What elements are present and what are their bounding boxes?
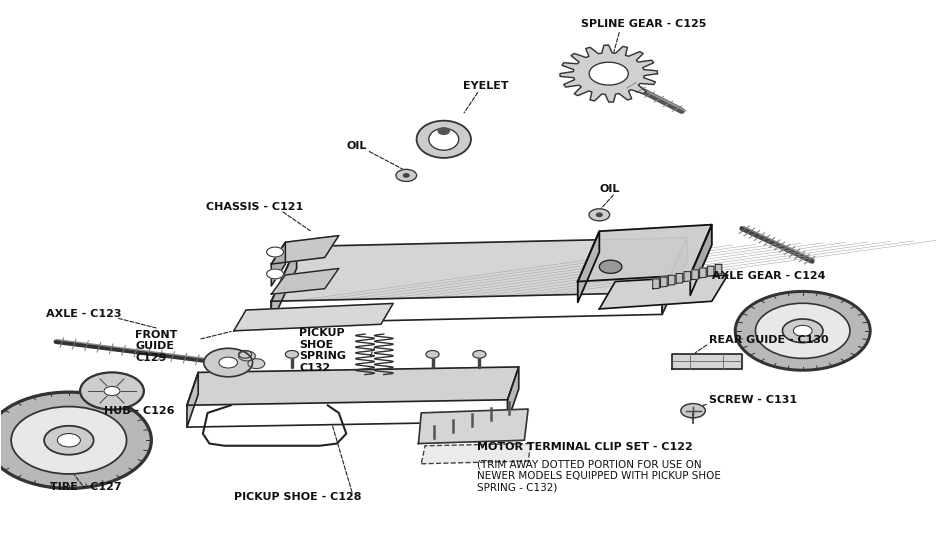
Polygon shape [272, 246, 297, 323]
Polygon shape [668, 276, 675, 285]
Polygon shape [676, 273, 682, 283]
Circle shape [248, 359, 265, 369]
Polygon shape [578, 231, 600, 302]
Polygon shape [272, 268, 338, 294]
Circle shape [0, 392, 151, 488]
Polygon shape [708, 266, 714, 276]
Text: OIL: OIL [346, 141, 367, 151]
Polygon shape [421, 443, 531, 464]
Polygon shape [671, 354, 742, 369]
Text: AXLE GEAR - C124: AXLE GEAR - C124 [712, 271, 825, 281]
Circle shape [219, 357, 238, 368]
Text: HUB - C126: HUB - C126 [104, 406, 175, 416]
Text: PICKUP SHOE - C128: PICKUP SHOE - C128 [234, 492, 361, 502]
Circle shape [426, 350, 439, 358]
Polygon shape [661, 277, 667, 287]
Text: AXLE - C123: AXLE - C123 [46, 310, 122, 320]
Text: PICKUP
SHOE
SPRING
C132: PICKUP SHOE SPRING C132 [300, 328, 347, 373]
Text: TIRE - C127: TIRE - C127 [50, 482, 122, 492]
Text: OIL: OIL [600, 184, 619, 194]
Ellipse shape [429, 128, 459, 150]
Polygon shape [272, 238, 687, 301]
Circle shape [286, 350, 299, 358]
Polygon shape [418, 409, 528, 443]
Polygon shape [187, 372, 198, 427]
Polygon shape [699, 268, 706, 278]
Polygon shape [187, 367, 519, 405]
Text: SCREW - C131: SCREW - C131 [709, 395, 797, 405]
Polygon shape [508, 367, 519, 422]
Polygon shape [560, 45, 657, 102]
Circle shape [104, 386, 120, 395]
Circle shape [589, 62, 628, 85]
Polygon shape [662, 238, 687, 315]
Text: (TRIM AWAY DOTTED PORTION FOR USE ON
NEWER MODELS EQUIPPED WITH PICKUP SHOE
SPRI: (TRIM AWAY DOTTED PORTION FOR USE ON NEW… [478, 460, 721, 493]
Text: CHASSIS - C121: CHASSIS - C121 [206, 202, 303, 212]
Polygon shape [234, 304, 393, 331]
Circle shape [239, 351, 256, 361]
Circle shape [793, 325, 812, 337]
Circle shape [735, 292, 870, 370]
Circle shape [681, 404, 705, 418]
Circle shape [57, 433, 81, 447]
Circle shape [80, 372, 144, 410]
Circle shape [600, 260, 622, 273]
Polygon shape [272, 235, 338, 264]
Polygon shape [652, 279, 659, 289]
Polygon shape [692, 270, 698, 279]
Text: REAR GUIDE - C130: REAR GUIDE - C130 [709, 334, 829, 344]
Polygon shape [684, 272, 691, 282]
Ellipse shape [416, 120, 471, 158]
Polygon shape [578, 224, 712, 282]
Circle shape [756, 303, 850, 359]
Circle shape [396, 169, 416, 182]
Text: EYELET: EYELET [462, 81, 509, 91]
Polygon shape [600, 275, 728, 309]
Circle shape [473, 350, 486, 358]
Polygon shape [272, 242, 286, 286]
Circle shape [589, 209, 610, 221]
Polygon shape [690, 224, 712, 295]
Circle shape [44, 426, 94, 455]
Circle shape [597, 213, 603, 217]
Text: MOTOR TERMINAL CLIP SET - C122: MOTOR TERMINAL CLIP SET - C122 [478, 442, 693, 452]
Circle shape [239, 350, 252, 358]
Polygon shape [715, 265, 722, 274]
Circle shape [11, 406, 127, 474]
Circle shape [204, 348, 253, 377]
Circle shape [267, 247, 284, 257]
Text: SPLINE GEAR - C125: SPLINE GEAR - C125 [581, 19, 706, 29]
Circle shape [782, 319, 822, 343]
Text: FRONT
GUIDE
C129: FRONT GUIDE C129 [135, 329, 178, 363]
Circle shape [403, 174, 409, 177]
Circle shape [267, 269, 284, 279]
Circle shape [438, 128, 449, 134]
